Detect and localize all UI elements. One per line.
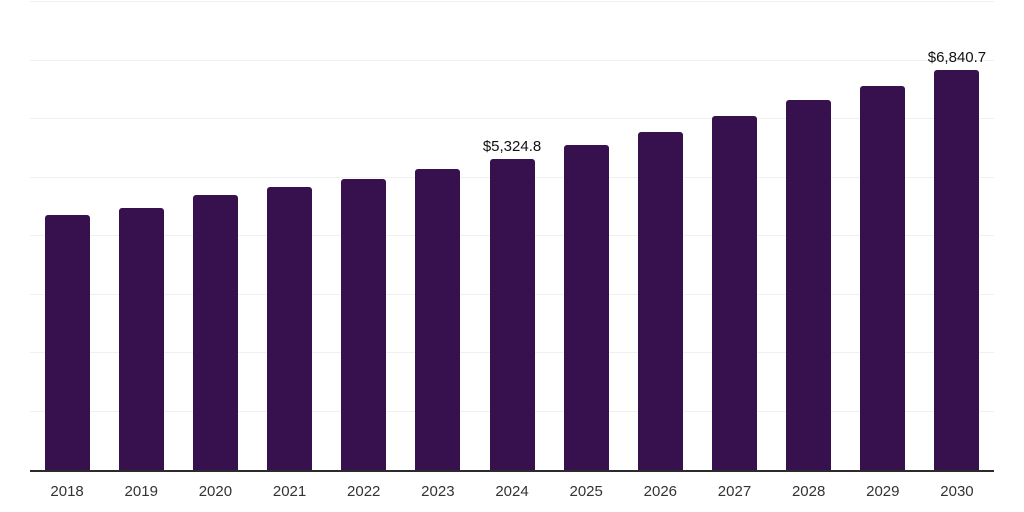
bar-2021 xyxy=(267,187,313,470)
plot-area: $5,324.8 $6,840.7 xyxy=(30,1,994,472)
bar-group-2019 xyxy=(104,2,178,470)
x-axis-labels: 2018 2019 2020 2021 2022 2023 2024 2025 2026 2027… xyxy=(30,472,994,499)
x-tick-label-2028: 2028 xyxy=(791,483,826,500)
bar-group-2023 xyxy=(401,2,475,470)
bar-2019 xyxy=(118,207,164,470)
bar-2018 xyxy=(44,214,90,470)
x-tick-label-2027: 2027 xyxy=(717,483,752,500)
bar-group-2029 xyxy=(846,2,920,470)
bars: $5,324.8 $6,840.7 xyxy=(30,2,994,470)
gridline-7000 xyxy=(30,59,994,61)
bar-2029 xyxy=(860,86,906,470)
x-tick-label-2018: 2018 xyxy=(50,483,84,500)
bar-group-2025 xyxy=(549,2,623,470)
bar-group-2022 xyxy=(327,2,401,470)
bar-2030 xyxy=(934,69,980,470)
bar-group-2018 xyxy=(30,2,104,470)
bar-2026 xyxy=(637,132,683,470)
x-tick-label-2019: 2019 xyxy=(124,483,158,500)
bar-2028 xyxy=(786,100,832,470)
x-tick-label-2030: 2030 xyxy=(940,483,974,500)
gridline-6000 xyxy=(30,118,994,119)
bar-group-2021 xyxy=(252,2,326,470)
bar-2025 xyxy=(563,145,609,470)
bar-group-2026 xyxy=(623,2,697,470)
bar-value-label-2030: $6,840.7 xyxy=(927,48,987,66)
x-tick-label-2021: 2021 xyxy=(272,483,307,500)
bar-2022 xyxy=(341,178,387,470)
x-tick-label-2023: 2023 xyxy=(421,483,455,500)
x-tick-label-2026: 2026 xyxy=(643,483,678,500)
x-tick-label-2029: 2029 xyxy=(866,483,900,500)
bar-2023 xyxy=(415,169,461,470)
bar-group-2028 xyxy=(772,2,846,470)
bar-2027 xyxy=(711,116,757,470)
x-tick-label-2025: 2025 xyxy=(569,483,603,500)
x-tick-label-2024: 2024 xyxy=(495,483,529,500)
bar-2020 xyxy=(192,195,238,470)
bar-group-2020 xyxy=(178,2,252,470)
bar-group-2030: $6,840.7 xyxy=(920,2,994,470)
x-tick-label-2022: 2022 xyxy=(347,483,381,500)
gridline-8000 xyxy=(30,1,994,2)
x-tick-label-2020: 2020 xyxy=(198,483,233,500)
bar-group-2024: $5,324.8 xyxy=(475,2,549,470)
bar-value-label-2024: $5,324.8 xyxy=(482,137,542,155)
bar-group-2027 xyxy=(697,2,771,470)
bar-2024 xyxy=(489,158,535,470)
